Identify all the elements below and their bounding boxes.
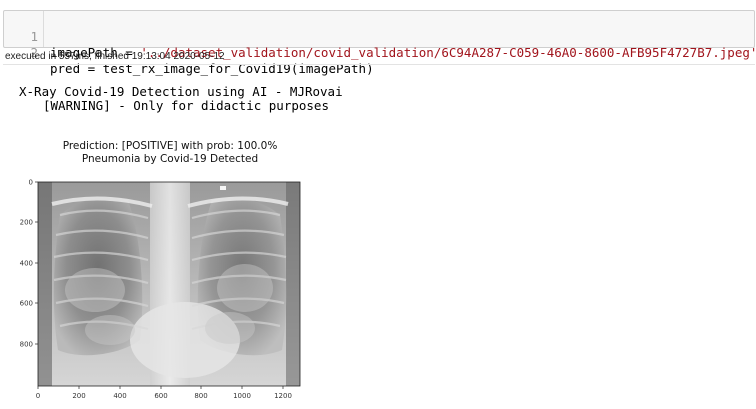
code-line-1[interactable]: 1 imagePath = '../dataset_validation/cov…: [4, 13, 34, 29]
execution-time-label: executed in 557ms, finished 19:13:04 202…: [5, 50, 225, 64]
y-tick-label: 0: [29, 179, 33, 187]
x-tick-label: 0: [36, 392, 40, 400]
x-tick-label: 200: [72, 392, 85, 400]
y-tick-label: 400: [20, 260, 33, 268]
chest-xray-image: [38, 182, 300, 386]
x-tick-label: 1000: [233, 392, 251, 400]
x-tick-label: 400: [113, 392, 126, 400]
x-tick-label: 800: [194, 392, 207, 400]
code-cell-input[interactable]: 1 imagePath = '../dataset_validation/cov…: [3, 10, 755, 48]
plot-title-prediction: Prediction: [POSITIVE] with prob: 100.0%: [40, 139, 300, 153]
x-tick-label: 600: [154, 392, 167, 400]
line-number-gutter: [43, 11, 44, 47]
y-axis: 0 200 400 600 800: [20, 179, 38, 349]
x-axis: 0 200 400 600 800 1000 1200: [36, 386, 292, 400]
plot-title-diagnosis: Pneumonia by Covid-19 Detected: [40, 152, 300, 166]
output-line-warning: [WARNING] - Only for didactic purposes: [43, 98, 329, 114]
y-tick-label: 600: [20, 300, 33, 308]
y-tick-label: 200: [20, 219, 33, 227]
x-tick-label: 1200: [274, 392, 292, 400]
code-line-2[interactable]: 2 pred = test_rx_image_for_Covid19(image…: [4, 29, 34, 45]
execution-status-bar: executed in 557ms, finished 19:13:04 202…: [3, 50, 755, 65]
xray-plot: 0 200 400 600 800 0 200 400 600 800 1000…: [0, 170, 320, 405]
y-tick-label: 800: [20, 341, 33, 349]
